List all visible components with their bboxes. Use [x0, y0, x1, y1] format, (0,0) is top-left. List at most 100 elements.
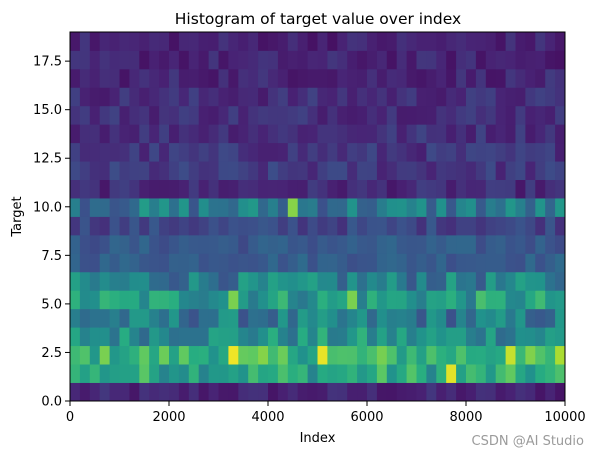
heatmap-cell	[79, 327, 91, 347]
heatmap-cell	[317, 345, 328, 365]
heatmap-cell	[515, 345, 526, 365]
heatmap-cell	[99, 271, 110, 291]
heatmap-cell	[297, 198, 308, 217]
heatmap-cell	[109, 216, 120, 236]
heatmap-cell	[139, 161, 150, 180]
heatmap-cell	[228, 382, 239, 402]
y-axis: 0.0 2.5 5.0 7.5 10.0 12.5 15.0 17.5	[33, 55, 70, 410]
heatmap-cell	[139, 290, 150, 310]
heatmap-cell	[208, 198, 219, 217]
heatmap-cell	[297, 345, 308, 365]
heatmap-cell	[149, 364, 160, 383]
heatmap-cell	[188, 198, 200, 217]
heatmap-cell	[218, 253, 229, 273]
heatmap-cell	[307, 271, 318, 291]
heatmap-cell	[485, 234, 497, 254]
y-tick-label: 12.5	[33, 152, 62, 167]
heatmap-cell	[129, 198, 140, 217]
heatmap-cell	[169, 105, 180, 125]
heatmap-cell	[367, 234, 378, 254]
heatmap-cell	[89, 234, 101, 254]
heatmap-cell	[238, 68, 249, 88]
heatmap-cell	[277, 198, 289, 217]
heatmap-cell	[119, 253, 130, 273]
heatmap-cell	[297, 179, 308, 199]
heatmap-cell	[406, 234, 417, 254]
heatmap-cell	[485, 124, 497, 144]
heatmap-cell	[327, 364, 338, 383]
heatmap-cell	[327, 105, 338, 125]
heatmap-cell	[515, 290, 526, 310]
heatmap-cell	[347, 68, 358, 88]
heatmap-cell	[327, 382, 338, 402]
heatmap-cell	[307, 50, 318, 70]
heatmap-cell	[188, 382, 200, 402]
heatmap-cell	[475, 290, 487, 310]
heatmap-cell	[277, 32, 289, 51]
heatmap-cell	[258, 327, 269, 347]
heatmap-cell	[535, 327, 546, 347]
heatmap-cell	[456, 87, 467, 107]
heatmap-cell	[456, 32, 467, 51]
heatmap-cell	[545, 364, 556, 383]
heatmap-cell	[208, 179, 219, 199]
heatmap-cell	[475, 364, 487, 383]
heatmap-cell	[99, 161, 110, 180]
heatmap-cell	[70, 161, 81, 180]
heatmap-cell	[248, 87, 259, 107]
heatmap-cell	[446, 308, 457, 328]
heatmap-cell	[327, 142, 338, 162]
heatmap-cell	[99, 198, 110, 217]
heatmap-cell	[456, 105, 467, 125]
heatmap-cell	[297, 32, 308, 51]
heatmap-cell	[555, 364, 566, 383]
heatmap-cell	[287, 308, 299, 328]
heatmap-cell	[139, 253, 150, 273]
heatmap-cell	[109, 124, 120, 144]
heatmap-cell	[89, 345, 101, 365]
heatmap-cell	[317, 290, 328, 310]
heatmap-cell	[505, 68, 516, 88]
heatmap-cell	[218, 216, 229, 236]
heatmap-cell	[505, 290, 516, 310]
heatmap-cell	[89, 68, 101, 88]
heatmap-cell	[386, 327, 398, 347]
heatmap-cell	[188, 327, 200, 347]
heatmap-cell	[268, 50, 279, 70]
heatmap-cell	[139, 32, 150, 51]
heatmap-cell	[178, 382, 190, 402]
heatmap-cell	[109, 345, 120, 365]
heatmap-cell	[258, 179, 269, 199]
heatmap-cell	[337, 32, 348, 51]
heatmap-cell	[386, 179, 398, 199]
heatmap-cell	[238, 179, 249, 199]
heatmap-cell	[505, 271, 516, 291]
heatmap-cell	[357, 271, 368, 291]
heatmap-cell	[70, 179, 81, 199]
heatmap-cell	[456, 308, 467, 328]
heatmap-cell	[89, 290, 101, 310]
heatmap-cell	[208, 364, 219, 383]
heatmap-cell	[327, 290, 338, 310]
heatmap-cell	[475, 308, 487, 328]
heatmap-cell	[119, 105, 130, 125]
heatmap-cell	[466, 179, 477, 199]
heatmap-cell	[79, 50, 91, 70]
heatmap-cell	[287, 161, 299, 180]
heatmap-cell	[70, 327, 81, 347]
heatmap-cell	[545, 382, 556, 402]
heatmap-cell	[169, 161, 180, 180]
heatmap-cell	[525, 345, 536, 365]
heatmap-cell	[485, 198, 497, 217]
heatmap-cell	[485, 253, 497, 273]
heatmap-cell	[436, 364, 447, 383]
heatmap-cell	[367, 271, 378, 291]
heatmap-cell	[436, 32, 447, 51]
heatmap-cell	[367, 161, 378, 180]
heatmap-cell	[89, 198, 101, 217]
heatmap-cell	[218, 382, 229, 402]
heatmap-cell	[79, 198, 91, 217]
heatmap-cell	[386, 271, 398, 291]
heatmap-cell	[287, 327, 299, 347]
heatmap-cell	[178, 364, 190, 383]
